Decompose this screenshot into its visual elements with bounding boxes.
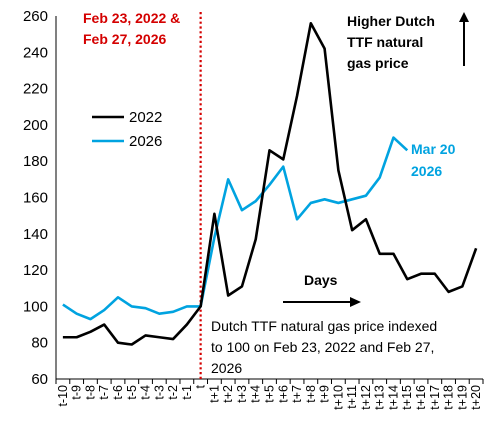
last-date-line-2: 2026	[411, 163, 442, 179]
x-tick-label: t+4	[249, 385, 263, 403]
x-tick-label: t-1	[180, 385, 194, 400]
x-tick-label: t+7	[290, 385, 304, 403]
y-tick-label: 260	[23, 8, 48, 25]
note-line-1: Dutch TTF natural gas price indexed	[211, 318, 437, 334]
y-tick-label: 220	[23, 81, 48, 98]
x-tick-label: t	[194, 384, 208, 388]
x-tick-label: t+9	[318, 385, 332, 403]
x-tick-label: t+10	[331, 385, 345, 410]
x-tick-label: t-7	[97, 385, 111, 400]
note-line-3: 2026	[211, 360, 242, 376]
y-tick-label: 80	[31, 335, 48, 352]
x-tick-label: t+18	[442, 385, 456, 410]
x-tick-label: t+8	[304, 385, 318, 403]
x-tick-label: t+19	[455, 385, 469, 410]
last-date-line-1: Mar 20	[411, 141, 456, 157]
x-tick-label: t+20	[469, 385, 483, 410]
x-tick-label: t+16	[414, 385, 428, 410]
x-tick-label: t-4	[139, 385, 153, 400]
x-tick-label: t+13	[373, 385, 387, 410]
days-label: Days	[304, 272, 338, 288]
y-axis: 60 80 100 120 140 160 180 200 220 240 260	[23, 8, 57, 388]
direction-line-3: gas price	[347, 55, 409, 71]
x-tick-label: t+1	[207, 385, 221, 403]
note-line-2: to 100 on Feb 23, 2022 and Feb 27,	[211, 339, 434, 355]
x-axis: t-10 t-9 t-8 t-7 t-6 t-5 t-4 t-3 t-2 t-1 t t+1 t+2 t+…	[55, 378, 484, 410]
legend-label-2022: 2022	[129, 109, 162, 126]
y-tick-label: 200	[23, 117, 48, 134]
x-tick-label: t-10	[56, 385, 70, 407]
y-tick-label: 160	[23, 190, 48, 207]
up-arrow-head-icon	[459, 12, 469, 22]
x-tick-label: t+15	[400, 385, 414, 410]
x-tick-label: t+5	[263, 385, 277, 403]
right-arrow-head-icon	[350, 297, 361, 307]
y-tick-label: 140	[23, 226, 48, 243]
x-tick-label: t+2	[221, 385, 235, 403]
x-tick-label: t-8	[83, 385, 97, 400]
y-tick-label: 60	[31, 371, 48, 388]
x-tick-label: t+3	[235, 385, 249, 403]
legend-label-2026: 2026	[129, 133, 162, 150]
y-tick-label: 240	[23, 44, 48, 61]
event-date-line-2: Feb 27, 2026	[83, 31, 166, 47]
x-tick-label: t+6	[276, 385, 290, 403]
series-layer	[62, 12, 478, 379]
x-tick-label: t+11	[345, 385, 359, 409]
x-tick-label: t+12	[359, 385, 373, 410]
direction-line-1: Higher Dutch	[347, 13, 435, 29]
x-tick-label: t-9	[70, 385, 84, 400]
direction-line-2: TTF natural	[347, 34, 423, 50]
x-tick-label: t-2	[166, 385, 180, 400]
legend: 2022 2026	[92, 109, 162, 150]
x-tick-label: t-3	[152, 385, 166, 400]
x-tick-label: t+17	[428, 385, 442, 410]
x-tick-label: t-5	[125, 385, 139, 400]
series-line-2026	[62, 136, 409, 321]
event-date-line-1: Feb 23, 2022 &	[83, 10, 180, 26]
y-tick-label: 100	[23, 298, 48, 315]
x-tick-label: t-6	[111, 385, 125, 400]
x-tick-label: t+14	[386, 385, 400, 410]
y-tick-label: 120	[23, 262, 48, 279]
y-tick-label: 180	[23, 153, 48, 170]
